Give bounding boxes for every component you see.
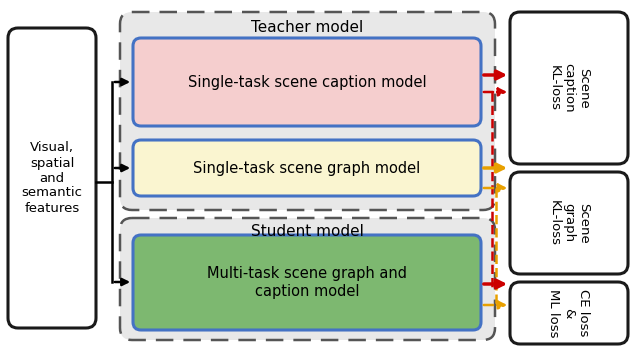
Text: Teacher model: Teacher model: [252, 21, 364, 36]
FancyBboxPatch shape: [120, 218, 495, 340]
Text: Student model: Student model: [251, 224, 364, 240]
FancyBboxPatch shape: [133, 38, 481, 126]
Text: Scene
caption
KL-loss: Scene caption KL-loss: [547, 63, 591, 113]
FancyBboxPatch shape: [133, 235, 481, 330]
FancyBboxPatch shape: [510, 172, 628, 274]
Text: Scene
graph
KL-loss: Scene graph KL-loss: [547, 200, 591, 246]
FancyBboxPatch shape: [510, 12, 628, 164]
Text: Single-task scene graph model: Single-task scene graph model: [193, 160, 420, 175]
FancyBboxPatch shape: [120, 12, 495, 210]
FancyBboxPatch shape: [510, 282, 628, 344]
FancyBboxPatch shape: [8, 28, 96, 328]
Text: Single-task scene caption model: Single-task scene caption model: [188, 75, 426, 89]
FancyBboxPatch shape: [133, 140, 481, 196]
Text: Visual,
spatial
and
semantic
features: Visual, spatial and semantic features: [22, 142, 83, 214]
Text: CE loss
&
ML loss: CE loss & ML loss: [547, 289, 591, 337]
Text: Multi-task scene graph and
caption model: Multi-task scene graph and caption model: [207, 266, 407, 299]
